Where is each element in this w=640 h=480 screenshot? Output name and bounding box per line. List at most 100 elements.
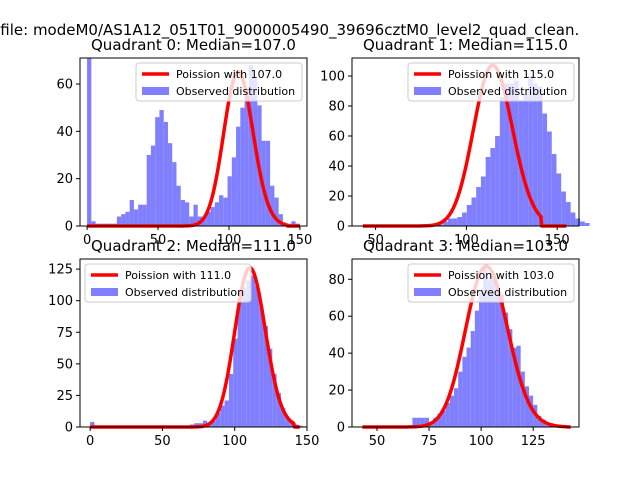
y-tick-label: 0 xyxy=(65,220,73,235)
legend-box xyxy=(135,62,303,102)
histogram-bar xyxy=(193,204,198,226)
histogram-bar xyxy=(220,405,225,427)
histogram-bar xyxy=(516,345,521,427)
legend-bar-swatch xyxy=(142,87,169,95)
histogram-bar xyxy=(449,395,455,427)
y-tick-label: 80 xyxy=(328,273,345,288)
subplot-title: Quadrant 1: Median=115.0 xyxy=(363,36,568,54)
histogram-bar xyxy=(244,88,249,227)
y-tick-label: 0 xyxy=(337,421,345,436)
histogram-bar xyxy=(457,217,463,226)
histogram-bar xyxy=(480,176,486,226)
x-tick-label: 100 xyxy=(469,434,494,449)
histogram-bar xyxy=(575,218,581,226)
histogram-bar xyxy=(163,121,168,226)
histogram-bar xyxy=(528,76,533,226)
histogram-bar xyxy=(298,425,303,427)
legend: Poission with 103.0 Observed distribution xyxy=(407,263,575,303)
histogram-bar xyxy=(184,202,190,226)
histogram-bar xyxy=(412,417,417,427)
histogram-bars xyxy=(412,268,559,427)
y-tick-label: 50 xyxy=(56,357,73,372)
histogram-bar xyxy=(542,113,548,226)
histogram-bar xyxy=(504,83,510,226)
x-tick-label: 150 xyxy=(287,233,312,248)
histogram-bar xyxy=(512,347,517,427)
histogram-bar xyxy=(236,126,241,226)
histogram-bar xyxy=(584,223,590,226)
subplot-quadrant-2: 0 50 100 150 0 25 50 75 100 125 Quadrant 2: Median… xyxy=(48,237,319,449)
histogram-bar xyxy=(509,83,514,226)
histogram-bar xyxy=(228,373,234,427)
histogram-bar xyxy=(172,162,177,226)
histogram-bar xyxy=(487,279,492,427)
histogram-bar xyxy=(462,356,467,427)
x-tick-label: 50 xyxy=(367,233,384,248)
histogram-bar xyxy=(202,420,208,427)
histogram-bar xyxy=(270,185,275,226)
subplot-title: Quadrant 0: Median=107.0 xyxy=(91,36,296,54)
histogram-bar xyxy=(285,416,290,427)
x-tick-label: 100 xyxy=(222,434,247,449)
histogram-bar xyxy=(210,207,215,226)
x-tick-label: 0 xyxy=(83,233,91,248)
histogram-bar xyxy=(272,373,277,427)
histogram-bar xyxy=(248,65,254,226)
histogram-bar xyxy=(495,136,500,226)
histogram-bar xyxy=(479,290,484,427)
histogram-bar xyxy=(520,371,525,427)
y-tick-label: 0 xyxy=(337,220,345,235)
x-tick-label: 50 xyxy=(150,233,167,248)
histogram-bar xyxy=(529,395,534,427)
y-tick-label: 25 xyxy=(56,389,73,404)
y-tick-label: 20 xyxy=(328,190,345,205)
histogram-bar xyxy=(246,280,251,427)
histogram-bar xyxy=(438,224,444,226)
histogram-bar xyxy=(462,212,467,226)
histogram-bar xyxy=(219,195,224,226)
histogram-bar xyxy=(495,288,500,427)
histogram-bar xyxy=(267,348,273,427)
histogram-bar xyxy=(458,371,463,427)
histogram-bar xyxy=(491,275,496,427)
y-tick-label: 60 xyxy=(56,78,73,93)
subplot-quadrant-3: 50 75 100 125 0 20 40 60 80 Quadrant 3: Median=10… xyxy=(328,237,580,449)
subplot-quadrant-0: 0 50 100 150 0 20 40 60 Quadrant 0: Median=107.0… xyxy=(56,36,312,248)
histogram-bar xyxy=(155,117,160,226)
legend-bar-label: Observed distribution xyxy=(176,85,295,98)
histogram-bar xyxy=(133,209,139,226)
histogram-bar xyxy=(424,417,430,427)
histogram-bar xyxy=(233,338,238,427)
histogram-bar xyxy=(231,157,237,226)
axes-frame xyxy=(79,57,308,227)
axes-frame xyxy=(351,57,580,227)
legend-bar-swatch xyxy=(414,288,441,296)
legend-bar-swatch xyxy=(91,288,118,296)
histogram-bar xyxy=(523,94,529,226)
axes-frame xyxy=(79,258,308,428)
histogram-bar xyxy=(485,157,491,226)
y-tick-label: 40 xyxy=(56,125,73,140)
histogram-bar xyxy=(524,386,530,427)
histogram-bar xyxy=(420,417,425,427)
histogram-bar xyxy=(116,216,122,226)
histogram-bar xyxy=(254,285,260,427)
histogram-bar xyxy=(532,83,538,226)
x-tick-label: 100 xyxy=(454,233,479,248)
y-tick-label: 100 xyxy=(320,70,345,85)
legend-box xyxy=(84,263,252,303)
legend-bar-swatch xyxy=(414,87,441,95)
histogram-bar xyxy=(87,58,92,226)
subplot-title: Quadrant 2: Median=111.0 xyxy=(91,237,296,255)
histogram-bar xyxy=(499,294,505,427)
histogram-bars xyxy=(90,275,303,427)
y-tick-label: 60 xyxy=(328,310,345,325)
histogram-bar xyxy=(240,107,245,226)
y-tick-label: 0 xyxy=(65,421,73,436)
histogram-bar xyxy=(237,300,242,427)
histogram-bar xyxy=(259,307,264,427)
histogram-bar xyxy=(445,403,450,427)
histogram-bar xyxy=(452,218,458,226)
histogram-bar xyxy=(142,204,147,226)
